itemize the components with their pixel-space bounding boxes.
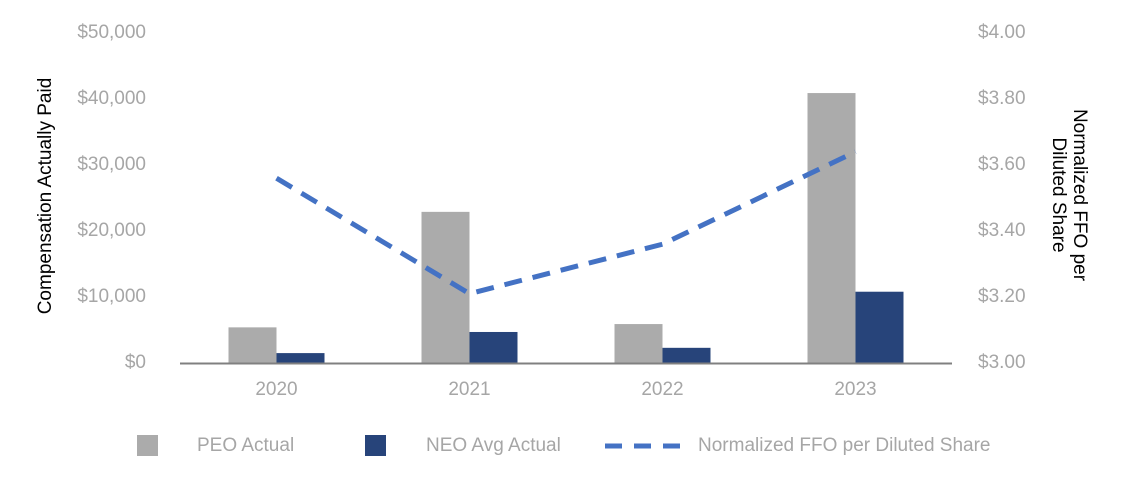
x-axis-label-2022: 2022: [641, 379, 684, 400]
right-axis-tick-5: $4.00: [978, 22, 1026, 43]
peo-actual-swatch: [137, 435, 158, 456]
bar-neo-avg-actual-2023: [855, 291, 904, 363]
bar-neo-avg-actual-2021: [469, 331, 518, 363]
bar-peo-actual-2022: [614, 324, 663, 363]
x-axis-label-2023: 2023: [834, 379, 877, 400]
left-axis-tick-3: $30,000: [77, 154, 146, 175]
legend-item-normalized-ffo: Normalized FFO per Diluted Share: [605, 434, 991, 457]
bar-neo-avg-actual-2020: [276, 353, 325, 363]
right-axis-tick-2: $3.40: [978, 220, 1026, 241]
right-axis-tick-3: $3.60: [978, 154, 1026, 175]
right-axis-tick-4: $3.80: [978, 88, 1026, 109]
x-axis-label-2020: 2020: [255, 379, 298, 400]
legend-label-neo-avg-actual: NEO Avg Actual: [426, 434, 561, 456]
left-axis-tick-2: $20,000: [77, 220, 146, 241]
left-axis-tick-4: $40,000: [77, 88, 146, 109]
line-normalized-ffo-per-diluted-share: [275, 149, 857, 297]
legend-item-neo-avg-actual: NEO Avg Actual: [365, 434, 561, 457]
bar-peo-actual-2023: [807, 93, 856, 363]
legend-item-peo-actual: PEO Actual: [137, 434, 294, 457]
legend-label-peo-actual: PEO Actual: [197, 434, 295, 456]
right-axis-tick-0: $3.00: [978, 352, 1026, 373]
legend: PEO Actual NEO Avg Actual Normalized FFO…: [0, 434, 1132, 458]
right-axis-tick-1: $3.20: [978, 286, 1026, 307]
left-axis-tick-1: $10,000: [77, 286, 146, 307]
dashed-line-swatch: [605, 443, 680, 448]
bar-peo-actual-2020: [228, 327, 277, 363]
plot-area: [180, 93, 952, 365]
legend-label-normalized-ffo: Normalized FFO per Diluted Share: [698, 434, 991, 456]
left-axis-tick-5: $50,000: [77, 22, 146, 43]
left-axis-tick-0: $0: [124, 352, 146, 373]
neo-avg-actual-swatch: [365, 435, 386, 456]
bar-neo-avg-actual-2022: [662, 347, 711, 363]
x-axis-label-2021: 2021: [448, 379, 491, 400]
